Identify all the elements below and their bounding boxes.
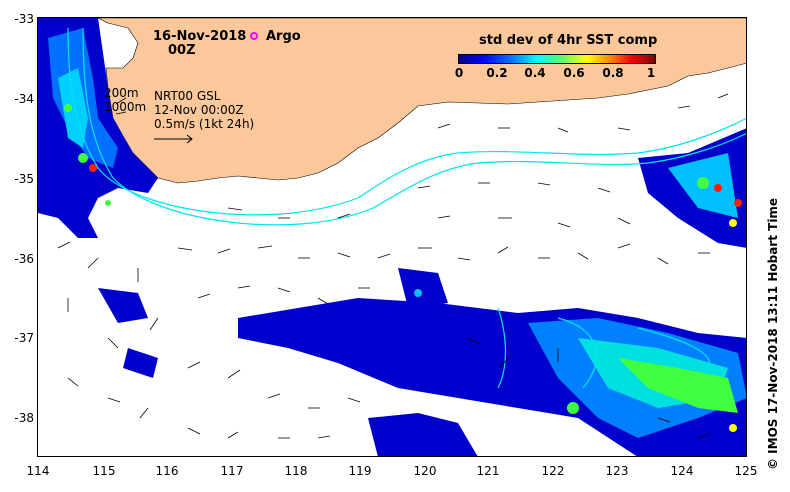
x-tick-label: 117 bbox=[220, 464, 244, 478]
product-label: NRT00 GSL bbox=[154, 89, 221, 103]
scale-label: 0.5m/s (1kt 24h) bbox=[154, 117, 255, 131]
colorbar bbox=[458, 54, 656, 64]
time-label: 00Z bbox=[168, 43, 196, 58]
x-tick-label: 115 bbox=[92, 464, 116, 478]
contour-label-200m: 200m bbox=[104, 86, 139, 100]
x-tick-label: 123 bbox=[605, 464, 629, 478]
colorbar-tick: 0.6 bbox=[563, 66, 585, 80]
argo-icon bbox=[250, 32, 258, 40]
x-tick-label: 121 bbox=[476, 464, 500, 478]
sst-map[interactable] bbox=[38, 18, 747, 457]
x-tick-label: 119 bbox=[348, 464, 372, 478]
x-tick-label: 125 bbox=[734, 464, 758, 478]
x-tick-label: 116 bbox=[155, 464, 179, 478]
colorbar-tick: 0.4 bbox=[524, 66, 546, 80]
product-date: 12-Nov 00:00Z bbox=[154, 103, 244, 117]
x-tick-label: 114 bbox=[26, 464, 50, 478]
colorbar-tick: 0.8 bbox=[602, 66, 624, 80]
credit-text: © IMOS 17-Nov-2018 13:11 Hobart Time bbox=[766, 197, 780, 470]
sst-patch-east bbox=[638, 128, 747, 248]
map-border bbox=[37, 17, 747, 457]
y-tick-label: -38 bbox=[14, 411, 34, 425]
date-label: 16-Nov-2018 bbox=[153, 29, 247, 44]
contour-label-1000m: 1000m bbox=[104, 100, 147, 114]
bathymetry-contours bbox=[67, 27, 747, 389]
contour-legend-marks bbox=[115, 97, 127, 115]
y-tick-label: -35 bbox=[14, 172, 34, 186]
x-tick-label: 122 bbox=[541, 464, 565, 478]
x-tick-label: 120 bbox=[413, 464, 437, 478]
colorbar-tick: 0.2 bbox=[486, 66, 508, 80]
x-tick-label: 118 bbox=[284, 464, 308, 478]
y-tick-label: -36 bbox=[14, 252, 34, 266]
scale-arrow bbox=[154, 134, 193, 144]
y-tick-label: -33 bbox=[14, 12, 34, 26]
argo-label: Argo bbox=[266, 29, 301, 44]
x-tick-label: 124 bbox=[670, 464, 694, 478]
sst-patch-south bbox=[98, 268, 747, 457]
y-tick-label: -34 bbox=[14, 92, 34, 106]
colorbar-title: std dev of 4hr SST comp bbox=[479, 33, 658, 48]
colorbar-tick: 0 bbox=[454, 66, 464, 80]
colorbar-tick: 1 bbox=[646, 66, 656, 80]
y-tick-label: -37 bbox=[14, 331, 34, 345]
current-vectors bbox=[57, 93, 729, 439]
